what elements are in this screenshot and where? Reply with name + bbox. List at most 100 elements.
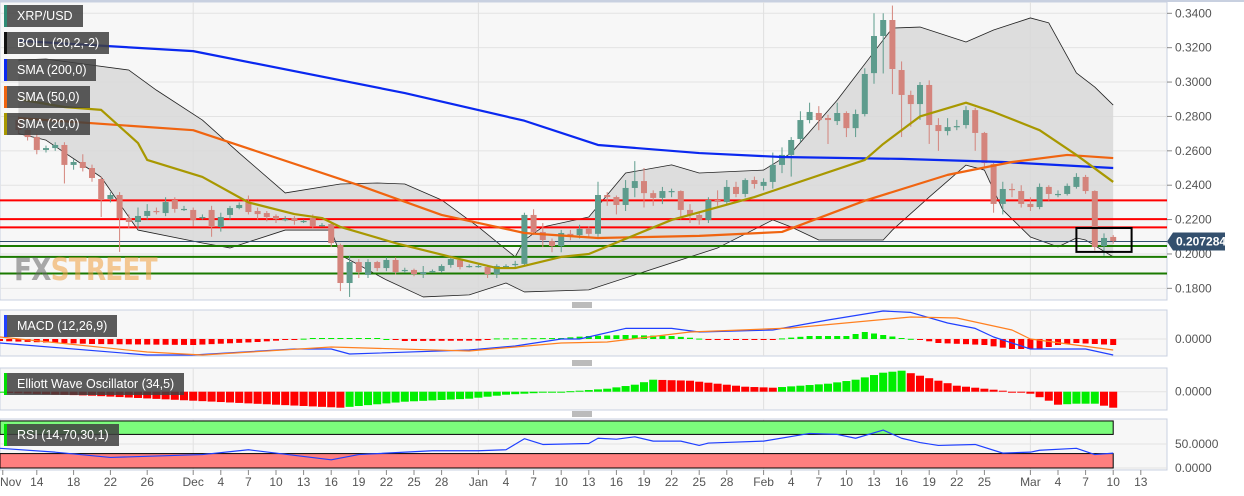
ewo-bar — [566, 391, 575, 393]
ewo-bar — [529, 391, 538, 394]
legend-rsi[interactable]: RSI (14,70,30,1) — [4, 424, 119, 446]
legend-boll[interactable]: BOLL (20,2,-2) — [4, 32, 110, 54]
x-tick-label: 10 — [840, 475, 854, 489]
ewo-bar — [456, 391, 464, 400]
candle-body — [89, 168, 95, 178]
ewo-bar — [1100, 391, 1108, 406]
macd-histogram-bar — [935, 339, 942, 343]
legend-sma50[interactable]: SMA (50,0) — [4, 86, 90, 108]
macd-histogram-bar — [898, 338, 905, 339]
candle-body — [742, 180, 749, 194]
macd-histogram-bar — [696, 338, 703, 340]
x-tick-label: 25 — [978, 475, 992, 489]
macd-histogram-bar — [300, 338, 307, 340]
macd-histogram-bar — [1027, 339, 1034, 349]
ewo-bar — [290, 391, 299, 406]
ewo-bar — [244, 391, 253, 404]
candle-body — [613, 197, 620, 205]
y-tick-label: 0.2600 — [1175, 144, 1212, 158]
macd-histogram-bar — [530, 338, 537, 340]
macd-histogram-bar — [687, 337, 693, 339]
candle-body — [512, 263, 519, 266]
highlight-box — [1075, 227, 1133, 253]
macd-histogram-bar — [401, 339, 408, 341]
ewo-bar — [934, 380, 943, 392]
legend-macd[interactable]: MACD (12,26,9) — [4, 315, 118, 337]
macd-histogram-bar — [374, 338, 381, 339]
macd-histogram-bar — [963, 339, 969, 345]
legend-color-strip — [4, 113, 7, 135]
y-tick-label: 0.1800 — [1175, 281, 1212, 295]
sma50-line — [18, 117, 1114, 240]
ewo-bar — [814, 384, 823, 392]
candle-body — [779, 154, 785, 165]
candle-body — [907, 94, 914, 105]
candle-body — [52, 144, 59, 149]
candle-body — [475, 265, 482, 268]
candle-body — [337, 245, 344, 284]
macd-histogram-bar — [61, 339, 68, 344]
candle-body — [346, 262, 353, 284]
last-price-label: 0.207284 — [1176, 234, 1226, 248]
macd-histogram-bar — [972, 339, 979, 345]
x-tick-label: 7 — [530, 475, 537, 489]
ewo-bar — [382, 391, 391, 404]
ewo-bar — [520, 391, 529, 394]
ewo-bar — [548, 391, 556, 393]
candle-body — [963, 110, 969, 126]
rsi-line — [0, 429, 1114, 461]
ewo-bar — [189, 391, 198, 401]
macd-histogram-bar — [880, 335, 887, 339]
macd-histogram-bar — [484, 339, 491, 340]
candle-body — [898, 70, 905, 95]
candle-body — [420, 272, 427, 275]
candle-body — [61, 144, 68, 165]
macd-histogram-bar — [355, 338, 362, 339]
candle-body — [880, 20, 887, 36]
candle-body — [999, 188, 1006, 204]
legend-sma20[interactable]: SMA (20,0) — [4, 113, 90, 135]
candle-body — [227, 208, 233, 215]
candle-body — [760, 181, 767, 186]
macd-histogram-bar — [503, 338, 509, 340]
legend-xrp-usd[interactable]: XRP/USD — [4, 5, 83, 27]
legend-label: XRP/USD — [17, 9, 73, 23]
macd-histogram-bar — [79, 339, 86, 344]
candle-body — [245, 202, 252, 213]
macd-histogram-bar — [769, 339, 776, 340]
legend-label: SMA (20,0) — [17, 117, 80, 131]
rsi-axis-label: 0.0000 — [1175, 461, 1212, 475]
macd-histogram-bar — [585, 336, 592, 339]
rsi-axis-label: 50.0000 — [1175, 437, 1219, 451]
macd-histogram-bar — [365, 338, 371, 339]
macd-histogram-bar — [107, 339, 114, 345]
x-tick-label: Mar — [1020, 475, 1041, 489]
x-tick-label: 13 — [582, 475, 596, 489]
macd-signal-line — [0, 316, 1114, 356]
legend-ewo[interactable]: Elliott Wave Oscillator (34,5) — [4, 373, 185, 395]
legend-color-strip — [4, 315, 7, 337]
macd-histogram-bar — [291, 339, 298, 340]
candle-body — [374, 262, 381, 269]
y-tick-label: 0.2800 — [1175, 109, 1212, 123]
macd-histogram-bar — [15, 339, 22, 342]
macd-histogram-bar — [346, 338, 353, 339]
ewo-bar — [410, 391, 418, 402]
ewo-bar — [870, 375, 878, 392]
ewo-bar — [584, 390, 593, 392]
macd-histogram-bar — [208, 339, 215, 345]
macd-histogram-bar — [319, 338, 325, 339]
ewo-bar — [796, 385, 805, 392]
candle-body — [604, 194, 611, 198]
x-tick-label: 4 — [1055, 475, 1062, 489]
macd-histogram-bar — [852, 334, 859, 339]
rsi-overbought-zone — [0, 420, 1114, 435]
macd-histogram-bar — [125, 339, 132, 345]
candle-body — [769, 164, 776, 182]
sma20-line — [18, 98, 1114, 270]
legend-sma200[interactable]: SMA (200,0) — [4, 59, 97, 81]
logo-part-street: STREET — [50, 252, 158, 288]
x-tick-label: 10 — [1107, 475, 1121, 489]
ewo-bar — [594, 389, 602, 392]
